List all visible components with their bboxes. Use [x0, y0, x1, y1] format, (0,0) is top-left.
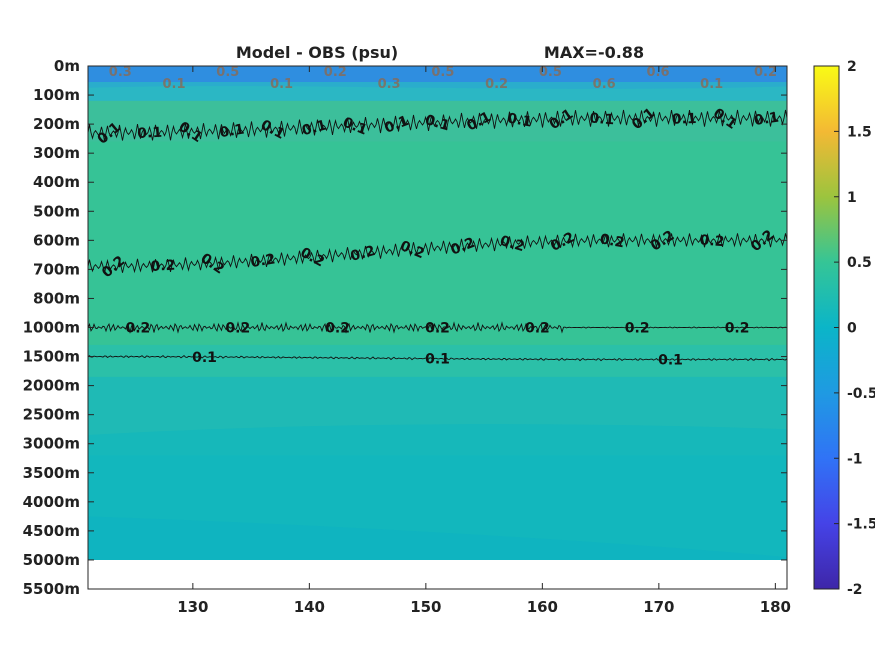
surface-contour-label: 0.6	[593, 77, 616, 92]
surface-contour-label: 0.1	[700, 77, 723, 92]
y-tick-label: 3500m	[23, 464, 80, 482]
contour-label: 0.2	[225, 321, 250, 337]
y-tick-label: 1500m	[23, 348, 80, 366]
surface-contour-label: 0.5	[431, 65, 454, 80]
y-tick-label: 4500m	[23, 522, 80, 540]
y-tick-label: 600m	[33, 231, 80, 249]
y-tick-label: 400m	[33, 173, 80, 191]
contour-label: 0.1	[589, 111, 615, 129]
y-tick-label: 500m	[33, 202, 80, 220]
x-tick-label: 160	[527, 598, 558, 616]
contour-label: 0.2	[325, 321, 350, 337]
x-axis: 130 140 150 160 170 180	[177, 66, 791, 616]
y-tick-label: 0m	[54, 57, 80, 75]
y-tick-label: 800m	[33, 289, 80, 307]
x-tick-label: 150	[410, 598, 441, 616]
colorbar-tick-label: 2	[847, 59, 857, 75]
colorbar-axis: 2 1.5 1 0.5 0 -0.5 -1 -1.5 -2	[834, 59, 875, 598]
surface-contour-label: 0.2	[324, 65, 347, 80]
field-band	[88, 141, 787, 346]
surface-contour-label: 0.2	[485, 77, 508, 92]
colorbar-tick-label: -1.5	[847, 517, 875, 533]
colorbar-tick-label: 0	[847, 321, 857, 337]
x-tick-label: 170	[643, 598, 674, 616]
contour-lines	[88, 109, 787, 362]
y-tick-label: 3000m	[23, 435, 80, 453]
contour-label: 0.1	[192, 350, 217, 366]
x-tick-label: 140	[294, 598, 325, 616]
y-tick-label: 100m	[33, 86, 80, 104]
contour-label: 0.2	[699, 232, 725, 250]
contour-label: 0.1	[658, 353, 683, 369]
surface-contour-label: 0.5	[216, 65, 239, 80]
contour-label: 0.1	[423, 112, 451, 134]
contour-label: 0.1	[425, 352, 450, 368]
contour-label: 0.1	[672, 111, 697, 128]
field-band	[88, 100, 787, 143]
y-tick-label: 5500m	[23, 580, 80, 598]
field-band	[88, 516, 787, 560]
contour-label: 0.2	[725, 321, 750, 337]
contour-label: 0.2	[249, 251, 276, 271]
contour-label: 0.1	[300, 117, 328, 139]
contour-label: 0.2	[525, 321, 550, 337]
contour-label: 0.2	[498, 233, 526, 255]
max-label: MAX=-0.88	[544, 43, 644, 62]
y-tick-label: 5000m	[23, 551, 80, 569]
contour-label: 0.2	[625, 321, 650, 337]
field-band	[88, 424, 787, 456]
contour-label: 0.2	[125, 321, 150, 337]
colorbar-tick-label: -1	[847, 451, 863, 467]
contour-line	[88, 232, 787, 274]
colorbar-tick-label: 1.5	[847, 124, 872, 140]
x-tick-label: 130	[177, 598, 208, 616]
plot-area: 0.1 0.1 0.1 0.1 0.1 0.1 0.1 0.1 0.1 0.1 0.1 0.1 0.1 0…	[88, 65, 787, 589]
field-band	[88, 344, 787, 378]
x-tick-label: 180	[760, 598, 791, 616]
contour-label: 0.2	[150, 258, 176, 275]
contour-label: 0.1	[137, 125, 163, 142]
field-band	[88, 81, 787, 89]
y-tick-label: 2500m	[23, 406, 80, 424]
contour-line	[88, 109, 787, 142]
y-tick-label: 2000m	[23, 377, 80, 395]
colorbar-tick-label: -0.5	[847, 386, 875, 402]
surface-contour-label: 0.2	[754, 65, 777, 80]
y-tick-label: 300m	[33, 144, 80, 162]
contour-line	[88, 354, 787, 362]
chart-title: Model - OBS (psu)	[236, 43, 398, 62]
y-tick-label: 4000m	[23, 493, 80, 511]
contour-label: 0.1	[753, 110, 780, 129]
surface-contour-label: 0.6	[646, 65, 669, 80]
contour-label: 0.2	[599, 231, 626, 251]
colorbar-tick-label: 1	[847, 190, 857, 206]
y-tick-label: 700m	[33, 260, 80, 278]
colorbar-tick-label: -2	[847, 582, 863, 598]
surface-contour-label: 0.1	[162, 77, 185, 92]
contour-label: 0.2	[425, 321, 450, 337]
surface-contour-label: 0.1	[270, 77, 293, 92]
contour-label: 0.1	[506, 111, 533, 131]
field-band	[88, 559, 787, 589]
surface-contour-label: 0.5	[539, 65, 562, 80]
y-tick-label: 200m	[33, 115, 80, 133]
surface-contour-label: 0.3	[109, 65, 132, 80]
contour-label: 0.1	[219, 122, 246, 142]
contour-label: 0.2	[349, 243, 377, 265]
y-tick-label: 1000m	[23, 319, 80, 337]
surface-contour-label: 0.3	[378, 77, 401, 92]
contour-line	[88, 321, 787, 334]
colorbar-tick-label: 0.5	[847, 255, 872, 271]
field-band	[88, 66, 787, 83]
salinity-difference-field	[88, 66, 787, 589]
y-axis: 0m 100m 200m 300m 400m 500m 600m 700m 800m 1000m 1…	[23, 57, 787, 598]
